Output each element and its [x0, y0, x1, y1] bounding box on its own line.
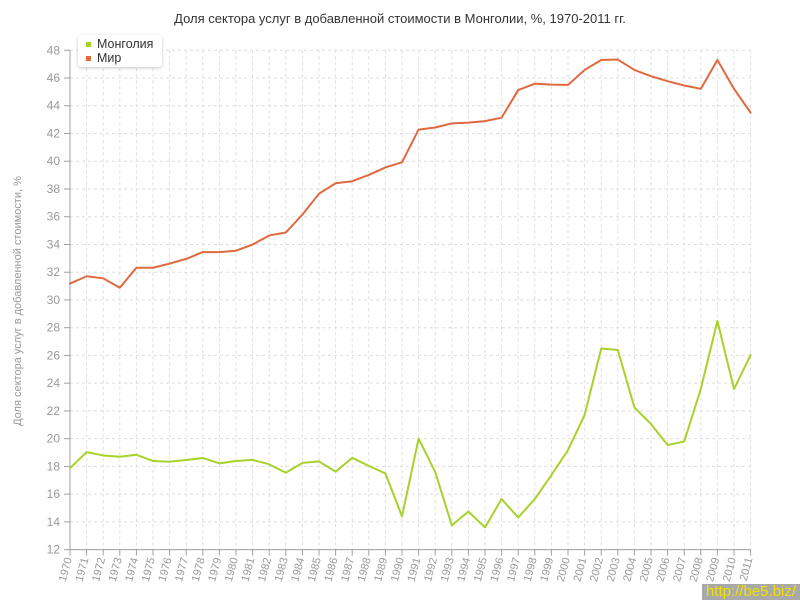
svg-text:48: 48	[47, 43, 61, 57]
svg-text:42: 42	[47, 126, 61, 140]
svg-text:20: 20	[47, 432, 61, 446]
svg-text:22: 22	[47, 404, 61, 418]
svg-text:24: 24	[47, 376, 61, 390]
svg-text:44: 44	[47, 99, 61, 113]
svg-text:32: 32	[47, 265, 61, 279]
svg-text:38: 38	[47, 182, 61, 196]
svg-text:36: 36	[47, 210, 61, 224]
svg-text:12: 12	[47, 543, 61, 557]
svg-text:18: 18	[47, 459, 61, 473]
svg-text:14: 14	[47, 515, 61, 529]
svg-text:26: 26	[47, 348, 61, 362]
svg-text:46: 46	[47, 71, 61, 85]
svg-text:30: 30	[47, 293, 61, 307]
svg-text:34: 34	[47, 237, 61, 251]
svg-text:16: 16	[47, 487, 61, 501]
svg-text:40: 40	[47, 154, 61, 168]
svg-text:28: 28	[47, 321, 61, 335]
